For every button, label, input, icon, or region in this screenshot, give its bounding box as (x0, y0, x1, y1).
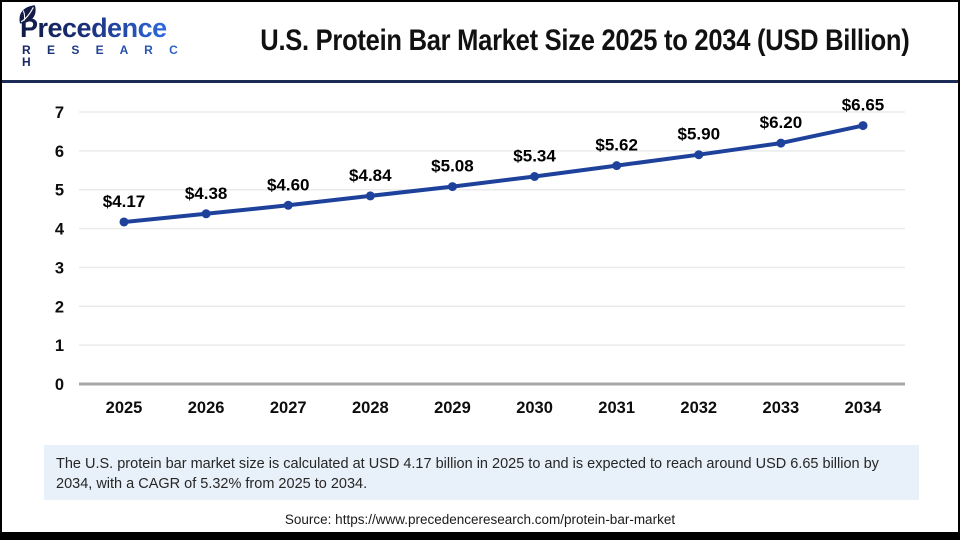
svg-text:$5.08: $5.08 (431, 157, 474, 176)
page-title-text: U.S. Protein Bar Market Size 2025 to 203… (260, 24, 910, 57)
svg-text:2034: 2034 (845, 399, 883, 417)
logo-wordmark: Precedence (20, 12, 167, 43)
svg-text:2027: 2027 (270, 399, 307, 417)
svg-text:7: 7 (55, 104, 64, 122)
svg-text:2030: 2030 (516, 399, 553, 417)
market-size-line-chart: 0 1 2 3 4 5 6 7 2025 2026 2027 2028 2029 2030 2031 2032… (2, 83, 958, 441)
svg-text:2026: 2026 (188, 399, 225, 417)
svg-text:2031: 2031 (598, 399, 635, 417)
page-title: U.S. Protein Bar Market Size 2025 to 203… (203, 24, 958, 58)
svg-text:$5.90: $5.90 (678, 125, 721, 144)
svg-text:$4.84: $4.84 (349, 166, 392, 185)
svg-text:4: 4 (55, 221, 65, 239)
header-divider (2, 80, 958, 83)
svg-text:2025: 2025 (106, 399, 143, 417)
svg-text:$4.60: $4.60 (267, 175, 310, 194)
line-chart-svg: 0 1 2 3 4 5 6 7 2025 2026 2027 2028 2029 2030 2031 2032… (55, 96, 905, 417)
precedence-research-logo: Precedence R E S E A R C H (18, 4, 203, 68)
svg-text:$4.38: $4.38 (185, 184, 228, 203)
svg-text:2029: 2029 (434, 399, 471, 417)
leaf-icon (19, 4, 36, 23)
svg-text:$6.20: $6.20 (760, 113, 803, 132)
svg-text:2: 2 (55, 298, 64, 316)
logo-subtitle: R E S E A R C H (18, 44, 203, 68)
svg-text:0: 0 (55, 376, 64, 394)
svg-text:2032: 2032 (680, 399, 717, 417)
svg-text:5: 5 (55, 182, 64, 200)
svg-text:1: 1 (55, 337, 64, 355)
svg-text:$5.62: $5.62 (595, 136, 638, 155)
summary-note: The U.S. protein bar market size is calc… (44, 445, 919, 500)
svg-text:2033: 2033 (763, 399, 800, 417)
svg-text:3: 3 (55, 259, 64, 277)
header: Precedence R E S E A R C H U.S. Protein … (2, 2, 958, 80)
svg-text:$6.65: $6.65 (842, 96, 885, 115)
svg-text:$5.34: $5.34 (513, 147, 556, 166)
svg-text:$4.17: $4.17 (103, 192, 146, 211)
svg-text:6: 6 (55, 143, 64, 161)
svg-text:2028: 2028 (352, 399, 389, 417)
source-line: Source: https://www.precedenceresearch.c… (284, 512, 676, 527)
